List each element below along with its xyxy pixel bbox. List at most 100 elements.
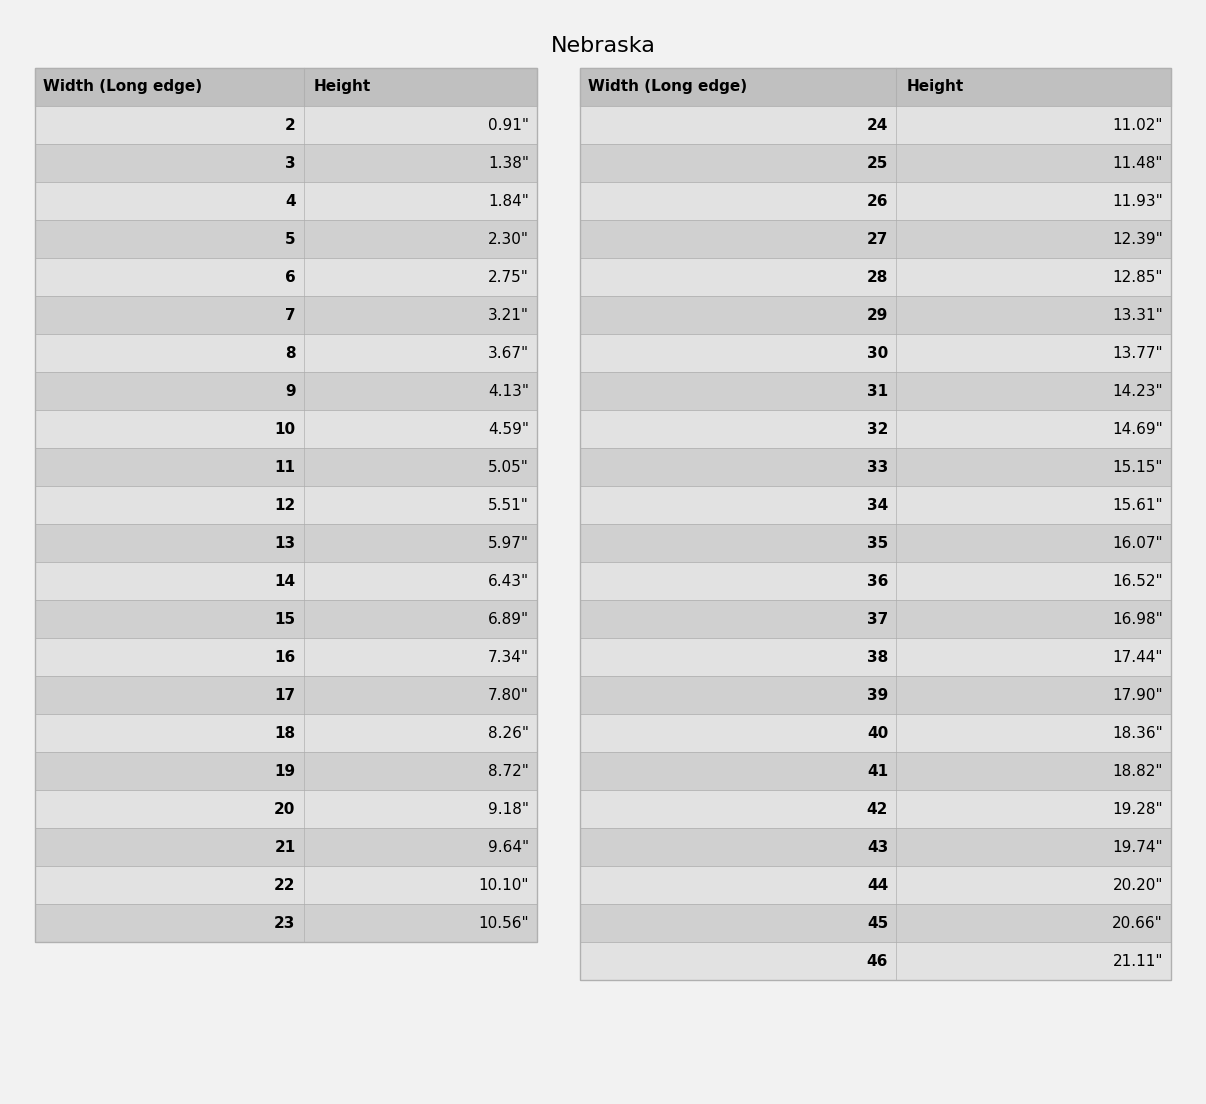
Text: 11: 11 — [275, 459, 295, 475]
Text: 23: 23 — [274, 915, 295, 931]
Bar — [580, 335, 1171, 372]
Bar — [35, 486, 537, 524]
Text: 18.36": 18.36" — [1112, 725, 1163, 741]
Bar — [580, 220, 1171, 258]
Bar — [580, 296, 1171, 335]
Text: 4.13": 4.13" — [488, 383, 529, 399]
Bar — [35, 562, 537, 599]
Text: 12.39": 12.39" — [1112, 232, 1163, 246]
Bar — [580, 638, 1171, 676]
Bar — [35, 599, 537, 638]
Text: 11.48": 11.48" — [1112, 156, 1163, 170]
Text: 35: 35 — [867, 535, 888, 551]
Bar — [35, 335, 537, 372]
Text: 34: 34 — [867, 498, 888, 512]
Text: 16.98": 16.98" — [1112, 612, 1163, 626]
Bar — [580, 942, 1171, 980]
Bar — [580, 182, 1171, 220]
Text: 11.02": 11.02" — [1112, 117, 1163, 132]
Bar — [35, 106, 537, 144]
Bar — [580, 904, 1171, 942]
Text: 18: 18 — [275, 725, 295, 741]
Text: 41: 41 — [867, 764, 888, 778]
Bar — [35, 752, 537, 790]
Text: 3.67": 3.67" — [488, 346, 529, 361]
Bar — [35, 448, 537, 486]
Text: 25: 25 — [867, 156, 888, 170]
Bar — [580, 106, 1171, 144]
Text: 2.75": 2.75" — [488, 269, 529, 285]
Text: 12: 12 — [274, 498, 295, 512]
Bar — [35, 258, 537, 296]
Text: 21.11": 21.11" — [1112, 954, 1163, 968]
Text: 20: 20 — [274, 802, 295, 817]
Text: 5.05": 5.05" — [488, 459, 529, 475]
Bar — [580, 258, 1171, 296]
Text: 16: 16 — [274, 649, 295, 665]
Text: 8.26": 8.26" — [488, 725, 529, 741]
Text: Width (Long edge): Width (Long edge) — [43, 79, 203, 95]
Text: 16.52": 16.52" — [1112, 573, 1163, 588]
Bar — [35, 828, 537, 866]
Text: 6: 6 — [285, 269, 295, 285]
Bar — [35, 220, 537, 258]
Bar — [580, 866, 1171, 904]
Text: Height: Height — [906, 79, 964, 95]
Text: 8: 8 — [285, 346, 295, 361]
Text: 19: 19 — [275, 764, 295, 778]
Text: 15: 15 — [275, 612, 295, 626]
Text: 32: 32 — [867, 422, 888, 436]
Bar — [35, 410, 537, 448]
Text: 43: 43 — [867, 839, 888, 854]
Text: 19.74": 19.74" — [1112, 839, 1163, 854]
Text: 27: 27 — [867, 232, 888, 246]
Text: 14.23": 14.23" — [1112, 383, 1163, 399]
Text: 10.10": 10.10" — [479, 878, 529, 892]
Text: 5.51": 5.51" — [488, 498, 529, 512]
Bar — [35, 372, 537, 410]
Bar — [580, 524, 1171, 562]
Bar — [35, 638, 537, 676]
Text: Nebraska: Nebraska — [551, 36, 655, 56]
Text: 16.07": 16.07" — [1112, 535, 1163, 551]
Bar — [35, 296, 537, 335]
Text: 13.77": 13.77" — [1112, 346, 1163, 361]
Text: 5: 5 — [285, 232, 295, 246]
Text: 33: 33 — [867, 459, 888, 475]
Text: 15.15": 15.15" — [1112, 459, 1163, 475]
Text: 37: 37 — [867, 612, 888, 626]
Text: 6.43": 6.43" — [488, 573, 529, 588]
Text: Width (Long edge): Width (Long edge) — [589, 79, 748, 95]
Text: 2.30": 2.30" — [488, 232, 529, 246]
Text: 8.72": 8.72" — [488, 764, 529, 778]
Text: 11.93": 11.93" — [1112, 193, 1163, 209]
Text: 10.56": 10.56" — [479, 915, 529, 931]
Text: Height: Height — [314, 79, 370, 95]
Text: 17: 17 — [275, 688, 295, 702]
Text: 31: 31 — [867, 383, 888, 399]
Text: 3.21": 3.21" — [488, 308, 529, 322]
Text: 4.59": 4.59" — [488, 422, 529, 436]
Text: 26: 26 — [867, 193, 888, 209]
Text: 30: 30 — [867, 346, 888, 361]
Text: 17.44": 17.44" — [1112, 649, 1163, 665]
Bar — [35, 182, 537, 220]
Bar — [580, 144, 1171, 182]
Bar — [35, 714, 537, 752]
Bar — [580, 562, 1171, 599]
Bar — [35, 676, 537, 714]
Text: 5.97": 5.97" — [488, 535, 529, 551]
Text: 40: 40 — [867, 725, 888, 741]
Text: 7: 7 — [285, 308, 295, 322]
Bar — [35, 68, 537, 106]
Bar — [35, 524, 537, 562]
Text: 9.18": 9.18" — [488, 802, 529, 817]
Bar — [580, 372, 1171, 410]
Bar — [35, 866, 537, 904]
Bar — [35, 790, 537, 828]
Text: 1.84": 1.84" — [488, 193, 529, 209]
Bar — [35, 144, 537, 182]
Bar — [580, 676, 1171, 714]
Text: 6.89": 6.89" — [488, 612, 529, 626]
Bar — [580, 68, 1171, 980]
